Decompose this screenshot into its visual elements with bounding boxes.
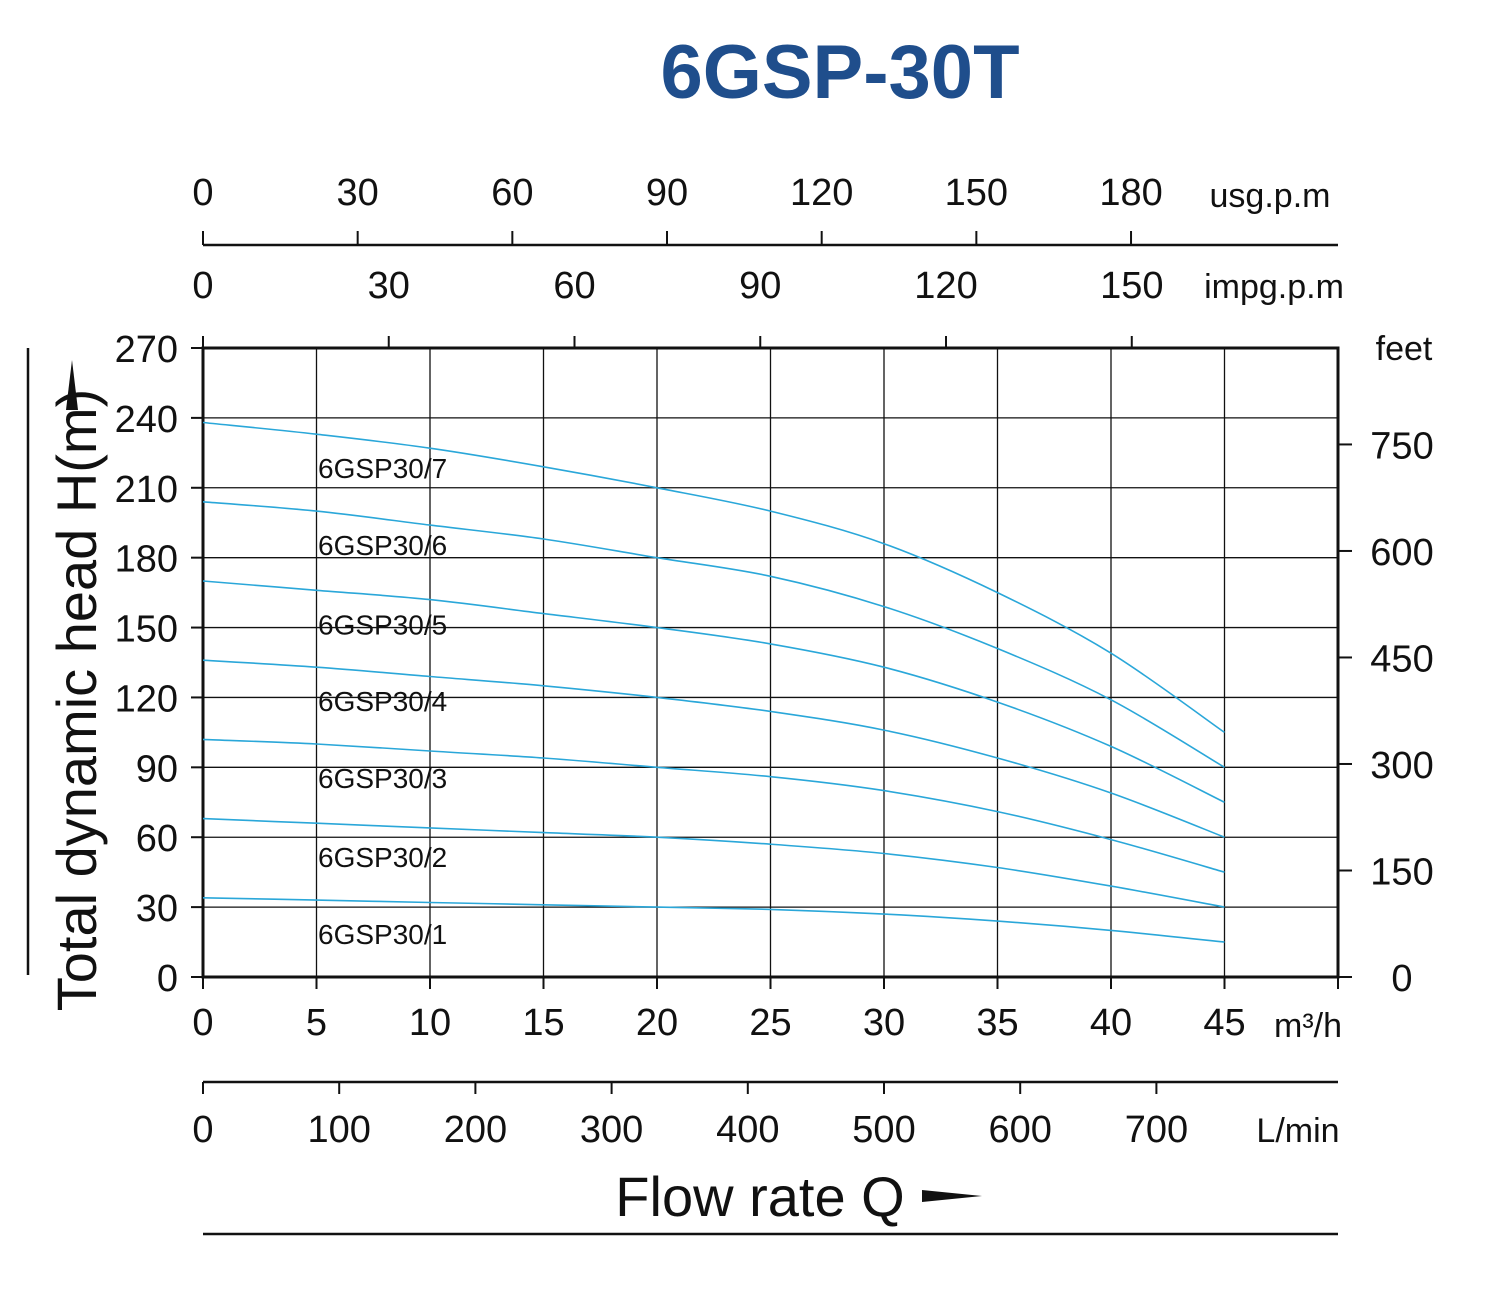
x-tick-label: 35 bbox=[976, 1002, 1018, 1044]
usgpm-tick-label: 180 bbox=[1099, 172, 1162, 214]
series-label: 6GSP30/1 bbox=[318, 919, 447, 950]
lmin-tick-label: 0 bbox=[192, 1109, 213, 1151]
grid bbox=[202, 347, 1338, 978]
y-tick-label: 60 bbox=[136, 818, 178, 860]
series-label: 6GSP30/4 bbox=[318, 686, 447, 717]
curve-6GSP30-7 bbox=[202, 421, 1225, 734]
lmin-tick-label: 500 bbox=[852, 1109, 915, 1151]
y-tick-label: 240 bbox=[115, 399, 178, 441]
curve-6GSP30-1 bbox=[202, 897, 1225, 943]
feet-tick-label: 0 bbox=[1391, 958, 1412, 1000]
y-tick-label: 120 bbox=[115, 678, 178, 720]
series-label: 6GSP30/6 bbox=[318, 530, 447, 561]
curve-6GSP30-4 bbox=[202, 659, 1225, 838]
bottom-flow-axes: 0 5 10 15 20 25 30 35 40 45 m³/h 0 100 200 300 400 500 60… bbox=[192, 977, 1342, 1236]
lmin-tick-label: 300 bbox=[580, 1109, 643, 1151]
feet-tick-label: 600 bbox=[1370, 532, 1433, 574]
x-tick-label: 10 bbox=[409, 1002, 451, 1044]
impgpm-tick-label: 60 bbox=[553, 265, 595, 307]
y-axis-title: Total dynamic head H(m) bbox=[45, 389, 108, 1011]
x-tick-label: 30 bbox=[863, 1002, 905, 1044]
chart-title: 6GSP-30T bbox=[660, 30, 1019, 115]
y-tick-label: 210 bbox=[115, 469, 178, 511]
lmin-tick-label: 100 bbox=[307, 1109, 370, 1151]
lmin-tick-label: 700 bbox=[1125, 1109, 1188, 1151]
series-label: 6GSP30/2 bbox=[318, 842, 447, 873]
lmin-tick-label: 200 bbox=[444, 1109, 507, 1151]
impgpm-tick-label: 0 bbox=[192, 265, 213, 307]
feet-tick-label: 450 bbox=[1370, 638, 1433, 680]
feet-tick-label: 750 bbox=[1370, 425, 1433, 467]
performance-curves bbox=[202, 421, 1225, 943]
head-axis-feet: 0 150 300 450 600 750 feet bbox=[1338, 330, 1434, 1000]
x-tick-label: 45 bbox=[1203, 1002, 1245, 1044]
y-tick-label: 150 bbox=[115, 609, 178, 651]
impgpm-tick-label: 30 bbox=[368, 265, 410, 307]
curve-6GSP30-3 bbox=[202, 738, 1225, 873]
usgpm-tick-label: 60 bbox=[491, 172, 533, 214]
impgpm-tick-label: 120 bbox=[914, 265, 977, 307]
impgpm-tick-label: 90 bbox=[739, 265, 781, 307]
x-tick-label: 25 bbox=[749, 1002, 791, 1044]
y-tick-label: 30 bbox=[136, 888, 178, 930]
x-tick-label: 15 bbox=[522, 1002, 564, 1044]
series-labels: 6GSP30/1 6GSP30/2 6GSP30/3 6GSP30/4 6GSP30/5… bbox=[318, 453, 447, 950]
series-label: 6GSP30/3 bbox=[318, 763, 447, 794]
lmin-tick-label: 400 bbox=[716, 1109, 779, 1151]
impgpm-tick-label: 150 bbox=[1100, 265, 1163, 307]
head-axis-meters: 0 30 60 90 120 150 180 210 240 270 bbox=[115, 329, 203, 1000]
usgpm-tick-label: 120 bbox=[790, 172, 853, 214]
usgpm-tick-label: 30 bbox=[337, 172, 379, 214]
series-label: 6GSP30/7 bbox=[318, 453, 447, 484]
usgpm-tick-label: 0 bbox=[192, 172, 213, 214]
x-tick-label: 5 bbox=[306, 1002, 327, 1044]
x-tick-label: 20 bbox=[636, 1002, 678, 1044]
feet-tick-label: 150 bbox=[1370, 851, 1433, 893]
x-tick-label: 40 bbox=[1090, 1002, 1132, 1044]
lmin-unit-label: L/min bbox=[1256, 1112, 1339, 1150]
impgpm-unit-label: impg.p.m bbox=[1204, 268, 1344, 306]
usgpm-unit-label: usg.p.m bbox=[1210, 177, 1331, 215]
top-flow-axes: 0 30 60 90 120 150 180 usg.p.m 0 30 60 90 120 150 impg… bbox=[192, 172, 1344, 348]
x-tick-label: 0 bbox=[192, 1002, 213, 1044]
usgpm-tick-label: 150 bbox=[945, 172, 1008, 214]
usgpm-tick-label: 90 bbox=[646, 172, 688, 214]
y-tick-label: 0 bbox=[157, 958, 178, 1000]
x-axis-title: Flow rate Q bbox=[615, 1165, 904, 1228]
curve-6GSP30-5 bbox=[202, 580, 1225, 804]
curve-6GSP30-6 bbox=[202, 501, 1225, 768]
y-tick-label: 180 bbox=[115, 539, 178, 581]
axis-titles: Flow rate Q Total dynamic head H(m) bbox=[26, 348, 982, 1228]
curve-6GSP30-2 bbox=[202, 817, 1225, 908]
y-arrow-icon bbox=[66, 360, 78, 410]
y-tick-label: 90 bbox=[136, 748, 178, 790]
y-tick-label: 270 bbox=[115, 329, 178, 371]
x-arrow-icon bbox=[922, 1190, 982, 1202]
lmin-tick-label: 600 bbox=[988, 1109, 1051, 1151]
feet-unit-label: feet bbox=[1376, 330, 1433, 368]
series-label: 6GSP30/5 bbox=[318, 609, 447, 640]
feet-tick-label: 300 bbox=[1370, 745, 1433, 787]
x-unit-label: m³/h bbox=[1274, 1007, 1342, 1045]
